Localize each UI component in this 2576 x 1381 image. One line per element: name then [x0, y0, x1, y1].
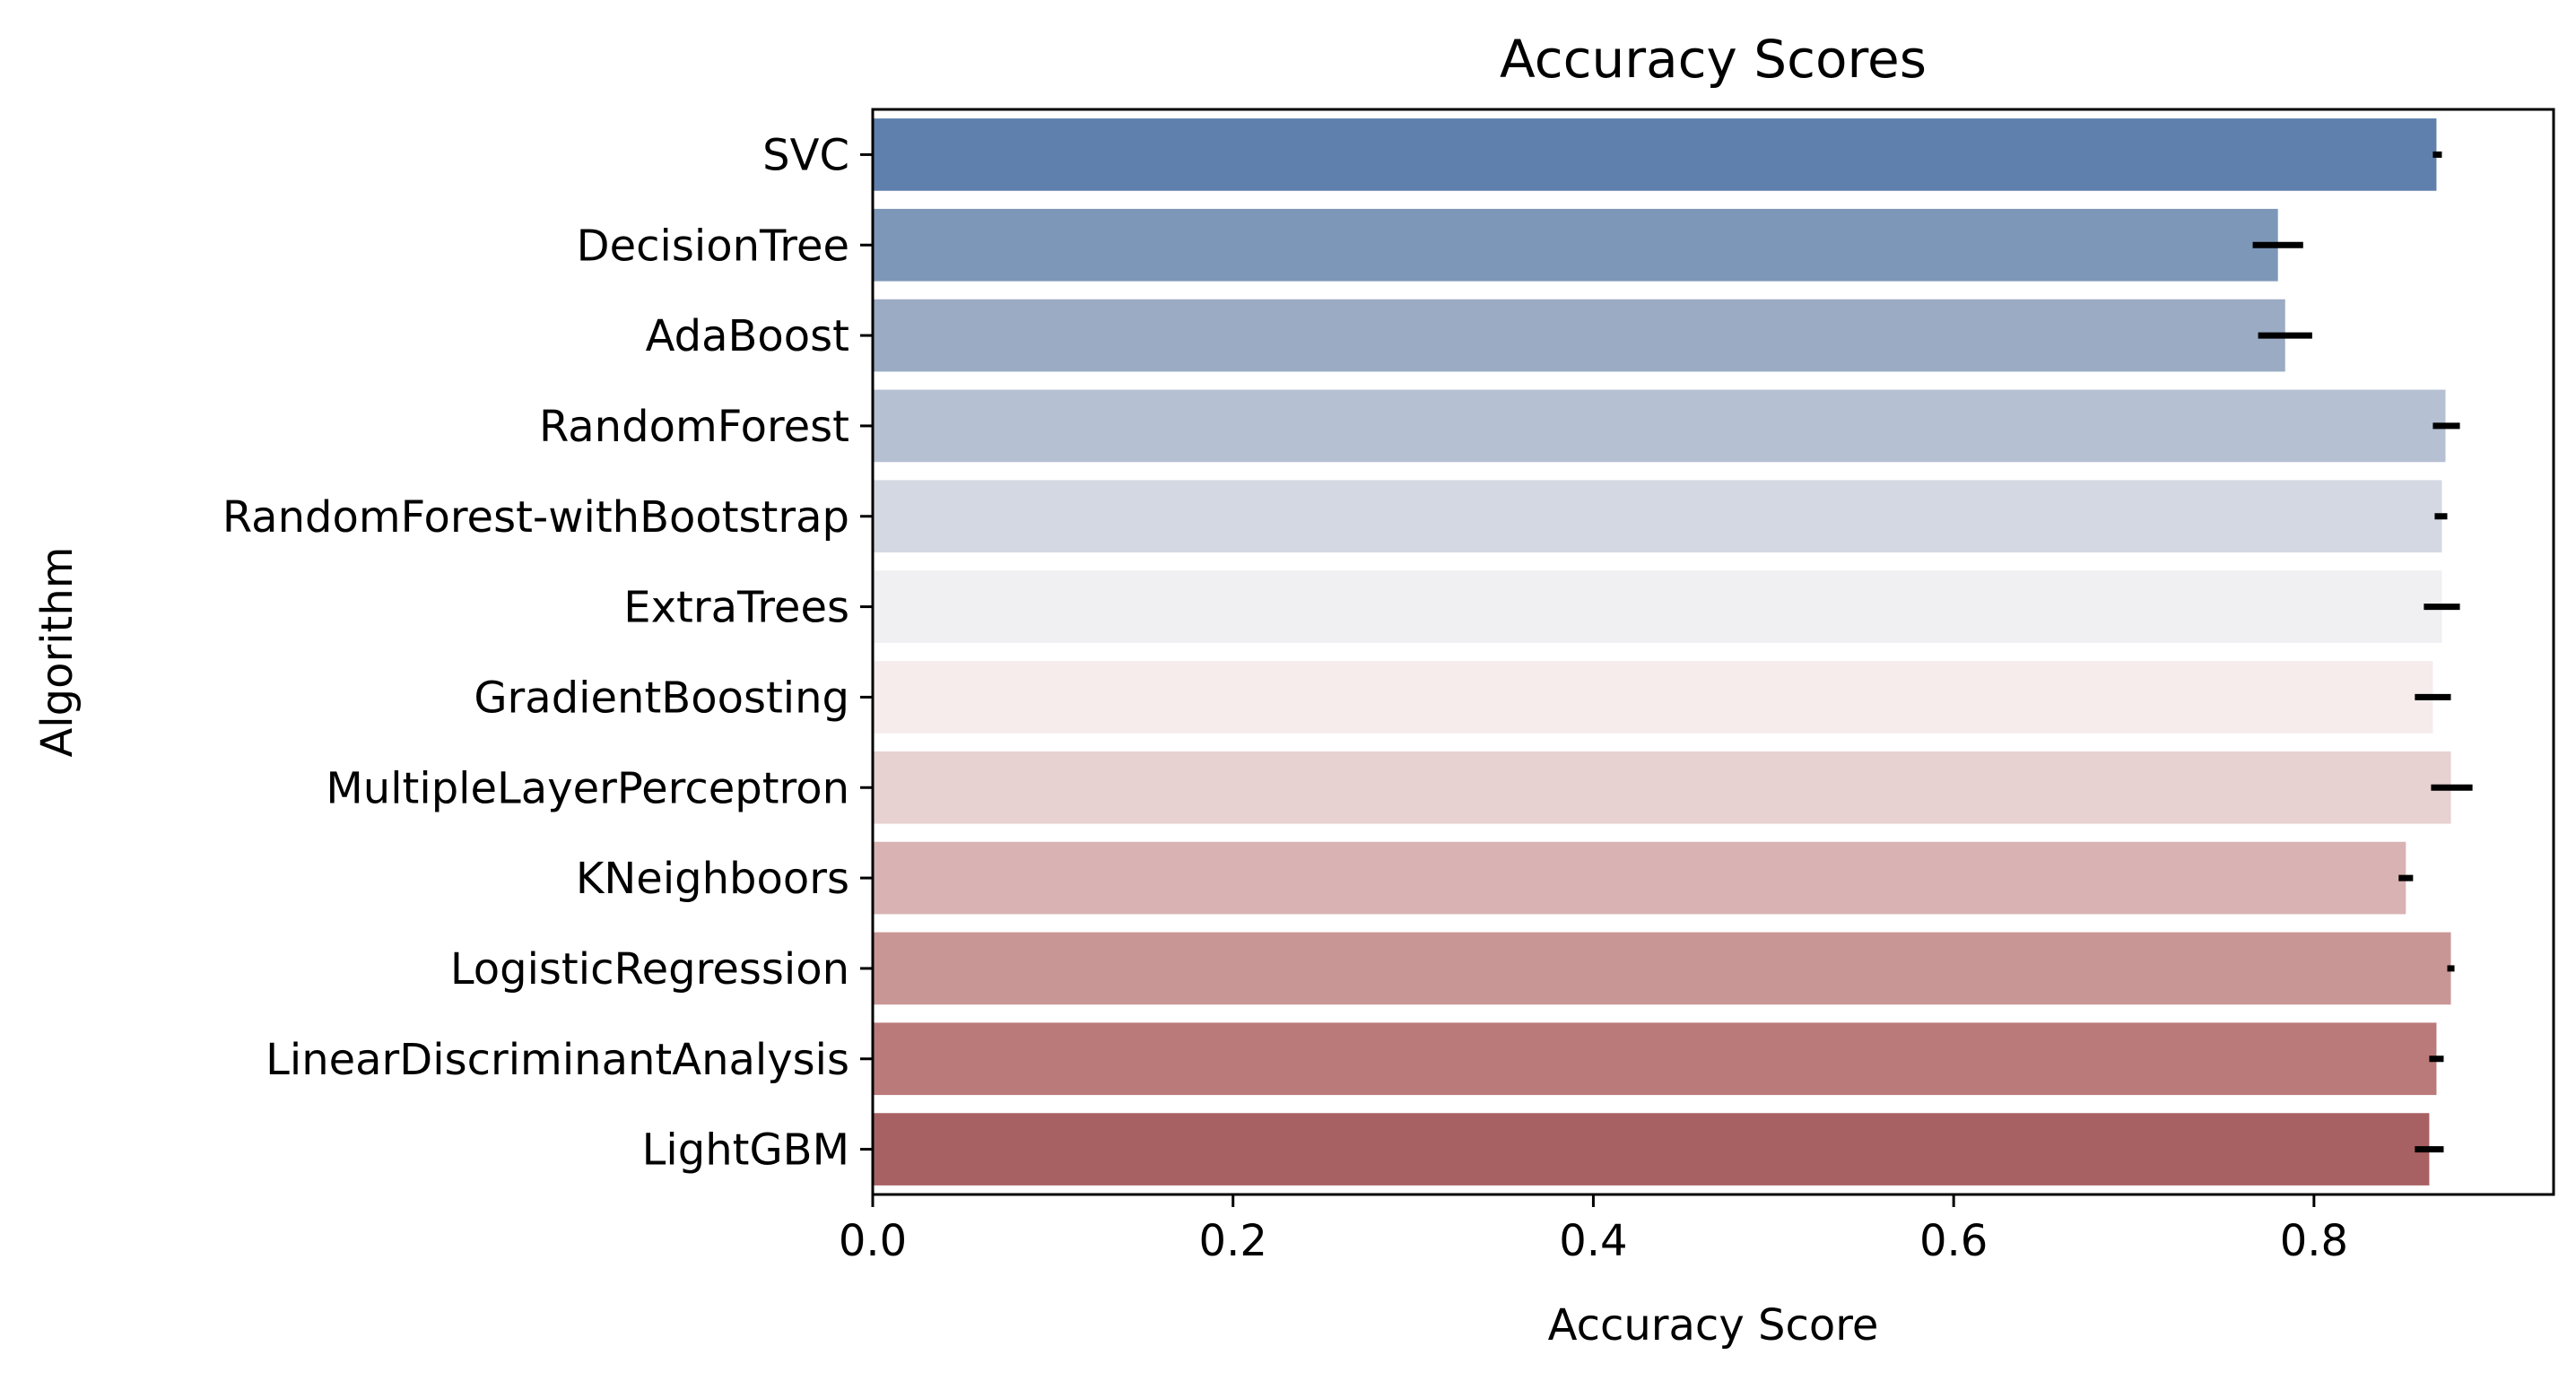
y-tick-label-gradientboosting: GradientBoosting — [474, 673, 849, 723]
y-tick-label-extratrees: ExtraTrees — [623, 583, 849, 633]
y-tick-label-randomforest-withbootstrap: RandomForest-withBootstrap — [222, 492, 849, 543]
bar-kneighboors — [873, 841, 2406, 915]
x-tick-label-0-2: 0.2 — [1199, 1216, 1267, 1266]
bar-lineardiscriminantanalysis — [873, 1022, 2437, 1096]
bar-decisiontree — [873, 208, 2278, 282]
x-tick-label-0-4: 0.4 — [1559, 1216, 1627, 1266]
y-tick-label-kneighboors: KNeighboors — [576, 854, 849, 904]
bar-svc — [873, 118, 2437, 191]
bar-randomforest — [873, 389, 2446, 463]
bar-randomforest-withbootstrap — [873, 480, 2442, 553]
bar-extratrees — [873, 570, 2442, 643]
x-tick-label-0-6: 0.6 — [1919, 1216, 1988, 1266]
bars-group — [873, 118, 2451, 1186]
x-tick-label-0-8: 0.8 — [2280, 1216, 2348, 1266]
x-axis-label: Accuracy Score — [1548, 1300, 1879, 1351]
y-axis-label: Algorithm — [32, 546, 83, 757]
y-tick-label-svc: SVC — [762, 130, 849, 180]
bar-lightgbm — [873, 1113, 2430, 1186]
x-axis: 0.0 0.2 0.4 0.6 0.8 — [839, 1194, 2348, 1266]
bar-multiplelayerperceptron — [873, 751, 2451, 824]
y-tick-label-lineardiscriminantanalysis: LinearDiscriminantAnalysis — [265, 1035, 849, 1085]
error-bars-group — [2252, 151, 2473, 1153]
y-tick-label-multiplelayerperceptron: MultipleLayerPerceptron — [326, 763, 849, 813]
y-axis: SVC DecisionTree AdaBoost RandomForest Rando… — [222, 130, 873, 1176]
bar-gradientboosting — [873, 661, 2433, 734]
bar-adaboost — [873, 299, 2285, 372]
plot-frame — [871, 108, 2555, 1196]
y-tick-label-logisticregression: LogisticRegression — [450, 944, 849, 994]
y-tick-label-adaboost: AdaBoost — [646, 311, 849, 361]
y-tick-label-decisiontree: DecisionTree — [577, 221, 849, 271]
y-tick-label-randomforest: RandomForest — [539, 402, 849, 452]
x-tick-label-0-0: 0.0 — [839, 1216, 907, 1266]
bar-logisticregression — [873, 932, 2451, 1005]
chart-title: Accuracy Scores — [1500, 29, 1927, 90]
y-tick-label-lightgbm: LightGBM — [642, 1125, 849, 1176]
